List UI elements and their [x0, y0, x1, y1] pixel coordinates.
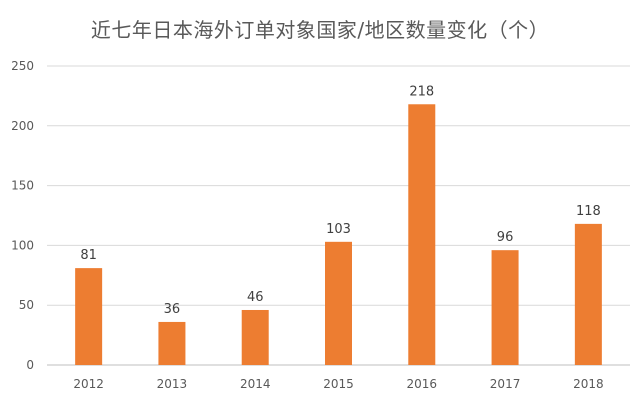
- x-tick-label-2017: 2017: [490, 377, 521, 391]
- bar-2013: [158, 321, 186, 365]
- bar-2014: [241, 309, 269, 365]
- bar-2017: [491, 250, 519, 365]
- x-tick-label-2018: 2018: [573, 377, 604, 391]
- data-label-2015: 103: [326, 222, 351, 237]
- data-label-2013: 36: [164, 302, 181, 317]
- x-tick-label-2014: 2014: [240, 377, 271, 391]
- data-label-2018: 118: [576, 204, 601, 219]
- bar-2018: [574, 223, 602, 365]
- y-tick-label: 0: [26, 358, 34, 372]
- x-tick-label-2012: 2012: [73, 377, 104, 391]
- data-labels: 81 36 46 103 218 96 118: [80, 84, 600, 317]
- x-axis-ticks: 2012 2013 2014 2015 2016 2017 2018: [73, 377, 603, 391]
- bar-2016: [408, 104, 436, 365]
- y-tick-label: 200: [11, 119, 34, 133]
- y-tick-label: 50: [19, 298, 34, 312]
- y-tick-label: 100: [11, 238, 34, 252]
- bar-2015: [325, 241, 352, 365]
- bar-2012: [75, 268, 103, 365]
- data-label-2014: 46: [247, 290, 264, 305]
- data-label-2012: 81: [80, 248, 97, 263]
- x-tick-label-2015: 2015: [323, 377, 354, 391]
- data-label-2017: 96: [497, 230, 514, 245]
- y-tick-label: 250: [11, 59, 34, 73]
- bars: [75, 104, 602, 365]
- x-tick-label-2013: 2013: [157, 377, 188, 391]
- y-tick-label: 150: [11, 179, 34, 193]
- data-label-2016: 218: [409, 84, 434, 99]
- chart-title: 近七年日本海外订单对象国家/地区数量变化（个）: [90, 18, 550, 42]
- y-axis-ticks: 0 50 100 150 200 250: [11, 59, 34, 372]
- x-tick-label-2016: 2016: [407, 377, 438, 391]
